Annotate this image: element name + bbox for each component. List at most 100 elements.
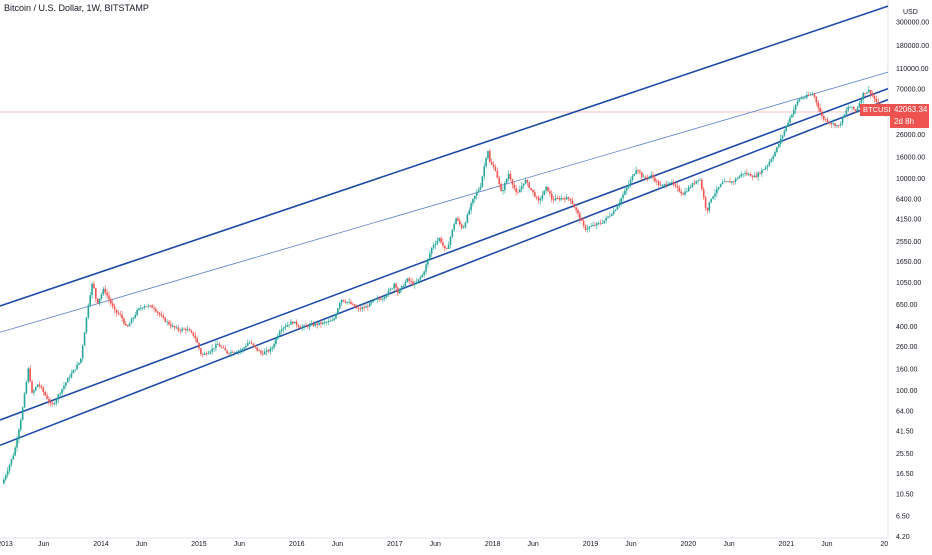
candle-body (117, 312, 120, 314)
candle-body (625, 187, 628, 191)
candle-body (550, 193, 553, 200)
candle-body (809, 94, 812, 96)
candle-body (869, 90, 872, 95)
candle-body (502, 189, 504, 192)
candle-body (498, 177, 501, 184)
candle-body (535, 196, 538, 198)
candle-body (34, 387, 37, 391)
candle-body (657, 181, 660, 186)
candle-body (785, 125, 788, 131)
candle-body (65, 382, 67, 386)
candle-body (83, 332, 86, 346)
candle-body (245, 345, 247, 348)
candle-body (175, 327, 178, 329)
candle-body (428, 253, 431, 259)
candle-body (475, 192, 478, 196)
candle-body (400, 286, 403, 290)
candle-body (580, 219, 583, 221)
candle-body (676, 185, 679, 188)
y-tick-label: 16.50 (896, 471, 914, 478)
candle-body (453, 224, 455, 230)
candle-body (579, 213, 581, 220)
candle-body (179, 330, 182, 331)
candle-body (198, 342, 200, 349)
candle-body (723, 181, 726, 183)
candle-body (504, 182, 506, 190)
candle-body (3, 479, 5, 484)
candle-body (779, 138, 782, 144)
candle-body (761, 169, 763, 174)
candle-body (601, 223, 604, 225)
candle-body (166, 321, 168, 323)
candle-body (841, 117, 844, 124)
y-tick-label: 650.00 (896, 302, 918, 309)
candle-body (389, 288, 392, 291)
candle-body (672, 182, 675, 185)
candle-body (522, 183, 525, 187)
candle-body (325, 321, 328, 323)
candle-body (680, 191, 683, 194)
candle-body (288, 324, 290, 326)
candle-body (78, 362, 80, 365)
candle-body (104, 288, 107, 293)
candle-body (447, 244, 450, 249)
candle-body (740, 174, 743, 177)
candle-body (671, 182, 673, 184)
candle-body (36, 384, 39, 388)
candle-body (382, 298, 384, 300)
candle-body (635, 170, 637, 174)
candle-body (811, 93, 814, 95)
candle-body (143, 306, 146, 308)
candle-body (119, 313, 122, 315)
candle-body (513, 184, 516, 189)
candle-body (875, 98, 878, 102)
candle-body (188, 329, 191, 331)
candle-body (438, 238, 440, 241)
candle-body (91, 283, 93, 296)
candle-body (153, 307, 155, 309)
candle-body (40, 385, 43, 388)
candle-body (661, 185, 664, 187)
candle-body (641, 172, 643, 177)
candle-body (753, 175, 756, 178)
candle-body (46, 395, 48, 400)
y-tick-label: 300000.00 (896, 20, 929, 27)
candle-body (263, 351, 266, 355)
candle-body (706, 207, 709, 211)
candle-body (719, 184, 722, 188)
candle-body (406, 278, 409, 283)
candle-body (329, 320, 332, 322)
candle-body (246, 343, 249, 346)
candle-body (577, 210, 579, 214)
y-tick-label: 1050.00 (896, 280, 921, 287)
candle-body (134, 314, 137, 318)
candle-body (830, 123, 833, 125)
y-tick-label: 10000.00 (896, 176, 925, 183)
candle-body (686, 191, 688, 193)
candle-body (385, 294, 388, 297)
candle-body (595, 223, 598, 226)
candle-body (618, 202, 621, 206)
candle-body (4, 475, 7, 480)
candle-body (444, 245, 446, 249)
candle-body (123, 318, 125, 324)
candle-body (659, 185, 662, 186)
candle-body (110, 299, 112, 304)
candle-body (515, 188, 517, 192)
candle-body (665, 184, 668, 186)
candle-body (265, 350, 268, 352)
candle-body (44, 392, 46, 396)
candle-body (262, 353, 264, 355)
candle-body (543, 190, 546, 196)
candle-body (192, 332, 195, 336)
candle-body (485, 158, 487, 167)
y-tick-label: 400.00 (896, 324, 918, 331)
candle-body (130, 319, 133, 324)
candle-body (241, 349, 243, 351)
candle-body (853, 106, 855, 110)
candle-body (417, 279, 420, 282)
candle-body (363, 307, 365, 309)
candle-body (627, 184, 630, 188)
candle-body (434, 243, 437, 246)
candle-body (209, 351, 212, 353)
